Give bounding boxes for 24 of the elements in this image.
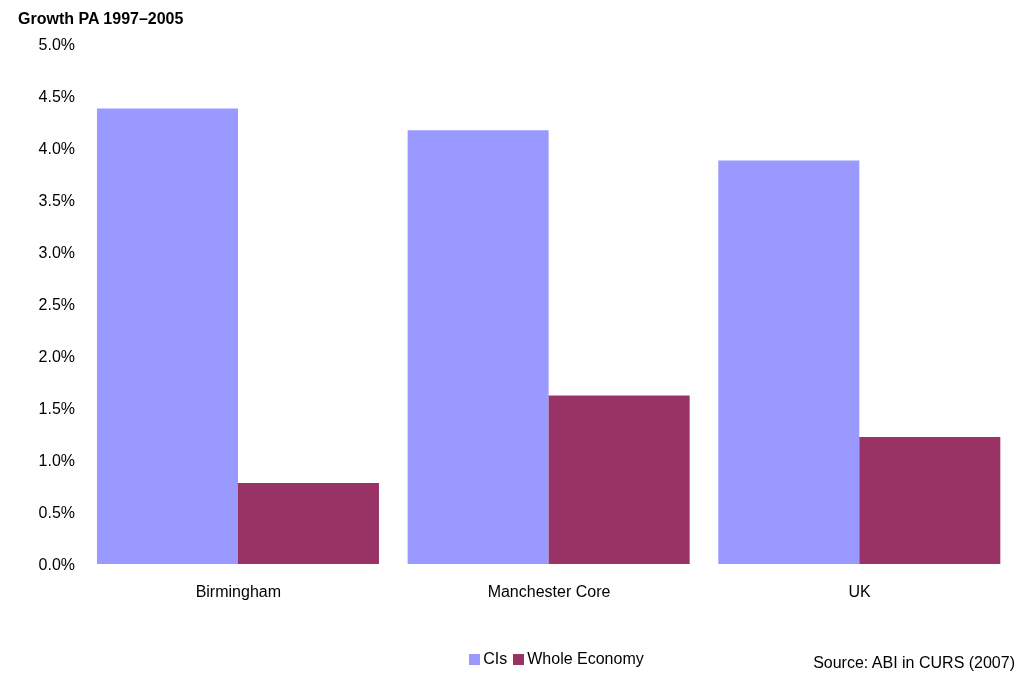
bar <box>718 160 860 564</box>
x-tick-label: UK <box>848 583 872 601</box>
chart-title: Growth PA 1997–2005 <box>18 10 184 28</box>
bar <box>407 130 549 564</box>
legend-label: Whole Economy <box>527 650 644 668</box>
y-tick-label: 4.0% <box>38 139 75 157</box>
y-tick-label: 3.0% <box>38 243 75 261</box>
y-tick-label: 3.5% <box>38 191 75 209</box>
y-tick-label: 0.0% <box>38 555 75 573</box>
y-tick-label: 2.5% <box>38 295 75 313</box>
bar <box>548 395 690 564</box>
bar <box>96 108 238 564</box>
bar <box>859 437 1001 564</box>
y-tick-label: 2.0% <box>38 347 75 365</box>
x-tick-label: Manchester Core <box>487 583 611 601</box>
legend-label: CIs <box>483 650 508 668</box>
bar <box>237 482 379 564</box>
source-note: Source: ABI in CURS (2007) <box>813 654 1015 672</box>
y-tick-label: 1.5% <box>38 399 75 417</box>
y-tick-label: 4.5% <box>38 87 75 105</box>
x-tick-label: Birmingham <box>195 583 282 601</box>
y-tick-label: 5.0% <box>38 35 75 53</box>
y-tick-label: 0.5% <box>38 503 75 521</box>
y-tick-label: 1.0% <box>38 451 75 469</box>
